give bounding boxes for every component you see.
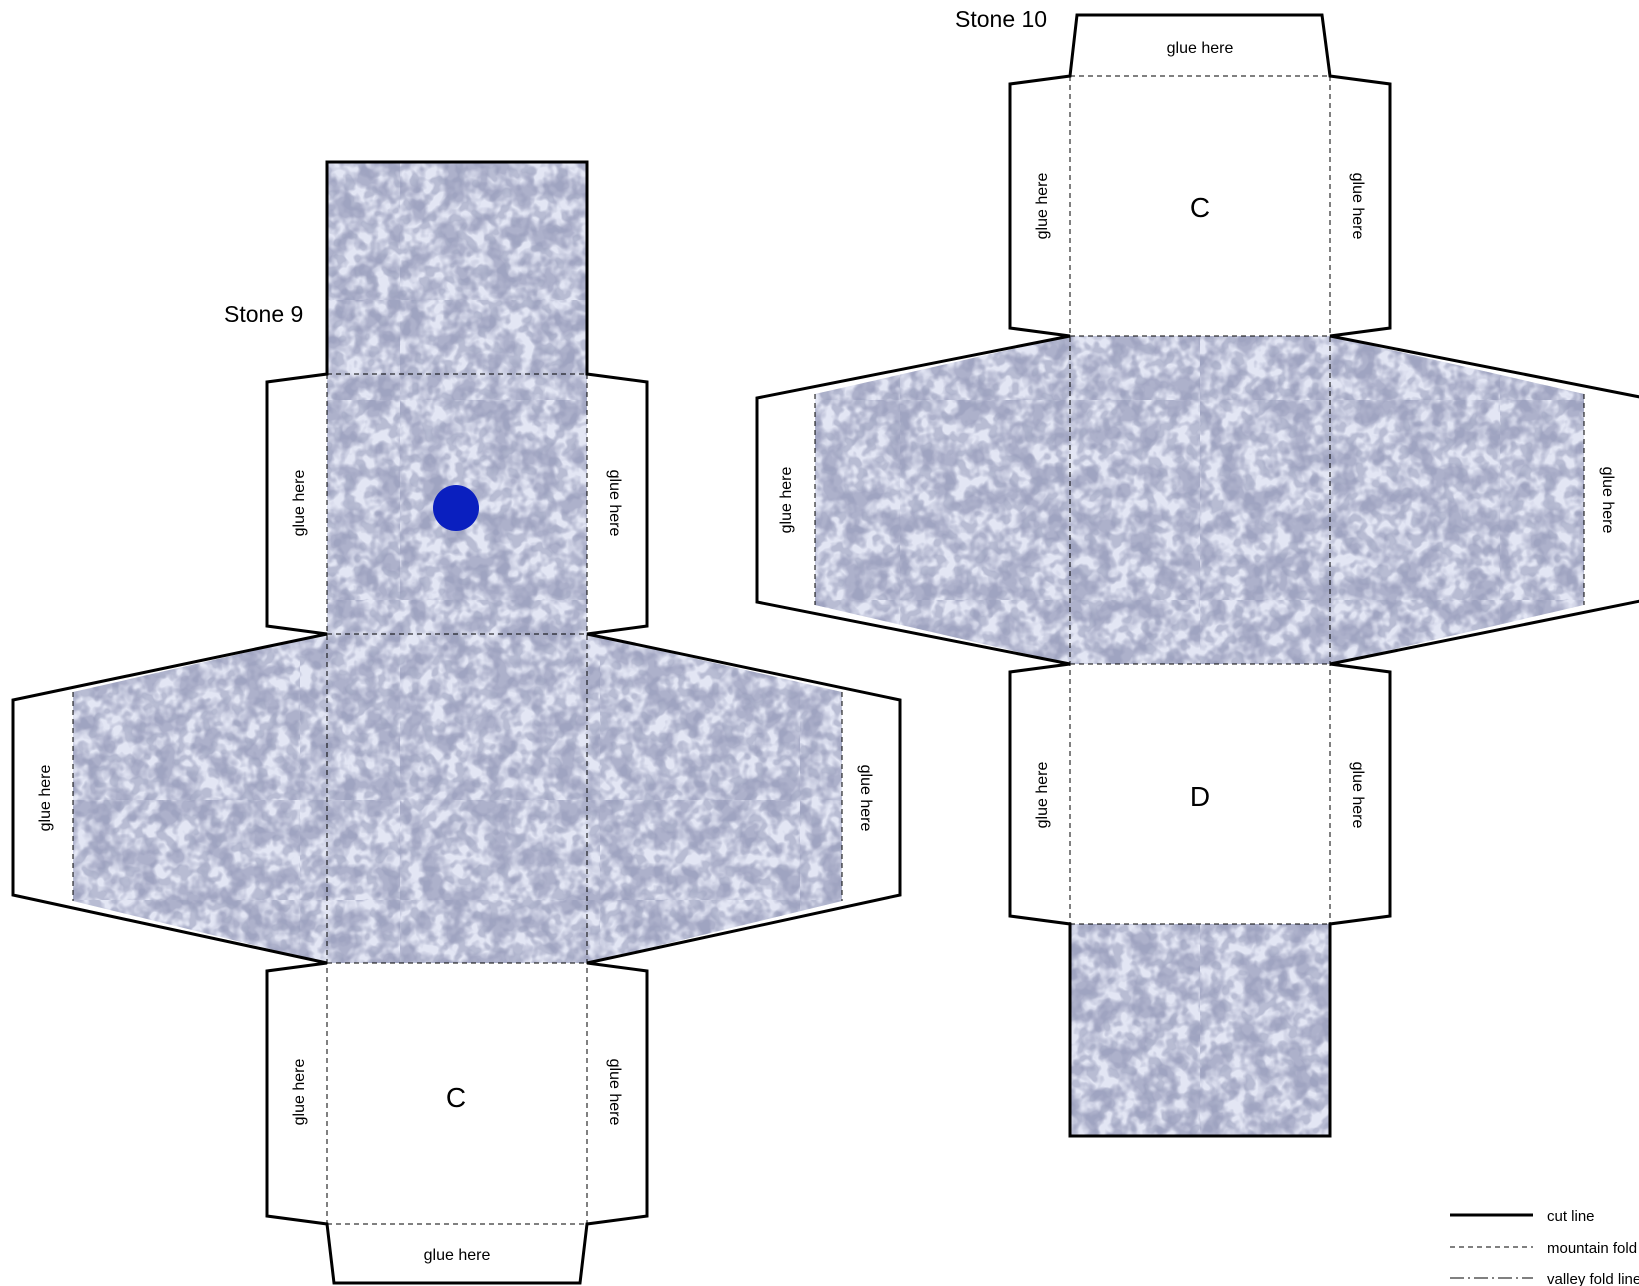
stone-9-glue-left-upper: glue here (291, 470, 308, 537)
legend: cut line mountain fold line valley fold … (1450, 1208, 1639, 1286)
stone-10-glue-top: glue here (1167, 40, 1234, 57)
stone-10-net: Stone 10 glue here glue here glue here g… (755, 6, 1639, 1138)
stone-10-glue-right-upper: glue here (1349, 173, 1366, 240)
stone-10-face-label-top: C (1190, 192, 1210, 223)
stone-9-fold-lines (72, 373, 843, 1225)
stone-9-glue-right-lower: glue here (606, 1059, 623, 1126)
stone-10-title: Stone 10 (955, 6, 1047, 32)
stone-9-marker-dot (433, 485, 479, 531)
stone-9-net: Stone 9 glue here glue here glue here gl… (11, 160, 902, 1285)
stone-9-texture (73, 162, 842, 963)
stone-9-face-label: C (446, 1082, 466, 1113)
legend-valley-label: valley fold line (1547, 1271, 1639, 1286)
stone-10-glue-left-lower: glue here (1034, 762, 1051, 829)
stone-10-glue-left-upper: glue here (1034, 173, 1051, 240)
stone-9-glue-bottom: glue here (424, 1247, 491, 1264)
stone-9-title: Stone 9 (224, 301, 303, 327)
stone-9-glue-right-upper: glue here (606, 470, 623, 537)
stone-10-glue-left-wing: glue here (778, 467, 795, 534)
stone-9-glue-left-wing: glue here (37, 765, 54, 832)
stone-10-face-label-bottom: D (1190, 781, 1210, 812)
legend-cut-label: cut line (1547, 1208, 1595, 1225)
stone-10-fold-lines (814, 75, 1585, 925)
stone-9-glue-right-wing: glue here (857, 765, 874, 832)
legend-mountain-label: mountain fold line (1547, 1240, 1639, 1257)
stone-10-glue-right-wing: glue here (1599, 467, 1616, 534)
stone-10-glue-right-lower: glue here (1349, 762, 1366, 829)
stone-9-glue-left-lower: glue here (291, 1059, 308, 1126)
stone-10-texture (815, 336, 1584, 1136)
